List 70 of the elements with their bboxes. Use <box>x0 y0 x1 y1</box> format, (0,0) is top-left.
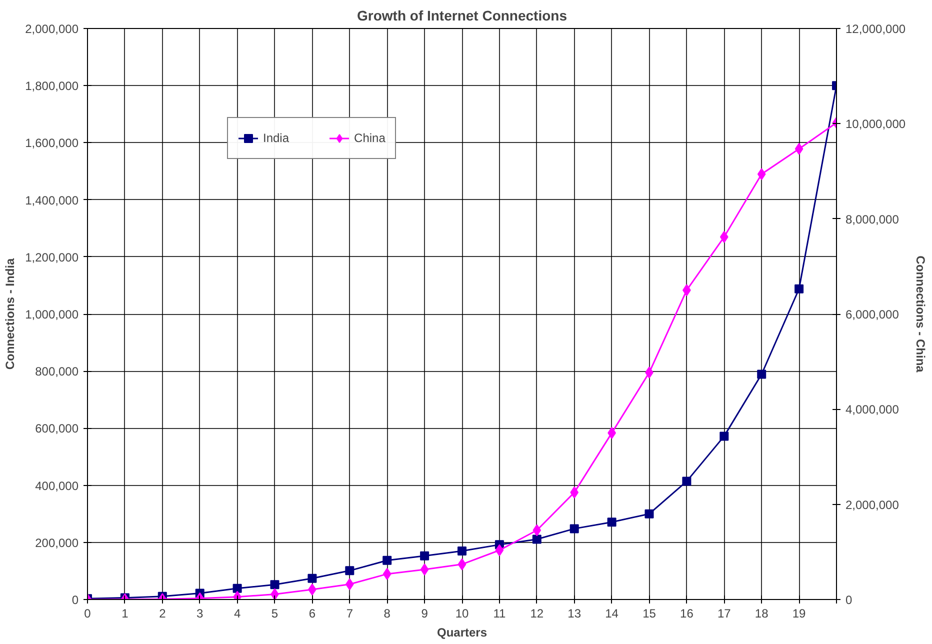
point <box>532 524 542 536</box>
point <box>232 584 242 593</box>
point <box>607 518 616 527</box>
point <box>270 580 280 590</box>
y-tick-label: 400,000 <box>35 478 79 493</box>
y-tick-label: 1,600,000 <box>25 136 79 150</box>
point <box>570 486 579 498</box>
point <box>720 230 728 243</box>
x-tick-label: 1 <box>122 606 129 620</box>
x-tick-label: 19 <box>792 606 806 620</box>
point <box>345 578 354 590</box>
y2-axis-title: Connections - China <box>914 256 928 373</box>
y-tick-label: 1,800,000 <box>25 79 79 94</box>
point <box>757 168 766 180</box>
point <box>570 524 579 534</box>
y-tick-label: 1,000,000 <box>25 308 79 322</box>
x-tick-label: 18 <box>754 606 769 620</box>
x-tick-label: 13 <box>568 606 582 620</box>
legend-label: China <box>354 131 386 145</box>
y-tick-label: 1,200,000 <box>25 250 79 264</box>
x-tick-label: 14 <box>605 606 619 620</box>
y-tick-label: 200,000 <box>35 536 79 550</box>
x-tick-label: 0 <box>84 606 92 620</box>
point <box>757 370 766 379</box>
legend-label: India <box>263 131 290 145</box>
point <box>308 574 317 583</box>
x-tick-label: 4 <box>234 606 241 620</box>
x-tick-label: 16 <box>680 606 694 620</box>
x-axis-title: Quarters <box>436 626 488 640</box>
x-tick-label: 12 <box>530 606 544 620</box>
point <box>794 284 804 294</box>
point <box>382 556 392 565</box>
chart-title: Growth of Internet Connections <box>357 8 568 24</box>
y-tick-label: 2,000,000 <box>25 22 79 36</box>
point <box>458 546 466 556</box>
y2-tick-label: 12,000,000 <box>846 22 906 36</box>
x-tick-label: 10 <box>455 606 469 620</box>
y-tick-label: 600,000 <box>35 422 79 436</box>
point <box>532 534 542 544</box>
x-tick-label: 11 <box>493 606 506 620</box>
y-tick-label: 1,400,000 <box>25 193 79 208</box>
point <box>682 476 692 486</box>
point <box>720 432 729 441</box>
point <box>794 142 804 155</box>
point <box>382 568 392 580</box>
y2-tick-label: 0 <box>846 593 852 607</box>
x-tick-label: 5 <box>271 606 278 620</box>
y-tick-label: 800,000 <box>35 364 79 379</box>
point <box>420 551 430 560</box>
y2-tick-label: 4,000,000 <box>846 402 900 417</box>
y-tick-label: 0 <box>72 593 79 607</box>
x-tick-label: 17 <box>717 606 732 620</box>
x-tick-label: 8 <box>384 606 391 620</box>
y2-tick-label: 2,000,000 <box>846 498 900 512</box>
point <box>495 544 504 556</box>
point <box>270 588 279 600</box>
x-tick-label: 15 <box>642 606 656 620</box>
x-tick-label: 2 <box>159 606 166 620</box>
y2-tick-label: 10,000,000 <box>846 117 906 132</box>
point <box>458 558 466 570</box>
x-tick-label: 7 <box>346 606 354 620</box>
point <box>420 564 429 576</box>
point <box>345 566 354 576</box>
point <box>644 509 654 518</box>
y2-tick-label: 6,000,000 <box>846 308 900 322</box>
x-tick-label: 9 <box>421 606 428 620</box>
x-tick-label: 3 <box>196 606 204 620</box>
y2-tick-label: 8,000,000 <box>846 212 900 226</box>
x-tick-label: 6 <box>308 606 316 620</box>
y-axis-title: Connections - India <box>3 258 18 370</box>
